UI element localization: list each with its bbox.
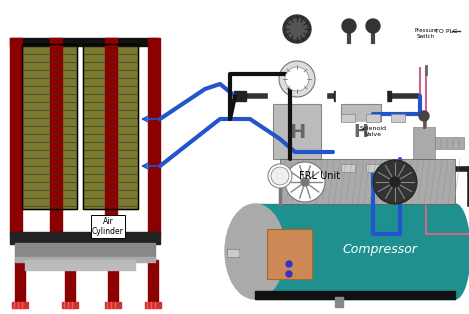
Bar [334,91,346,101]
Text: H: H [289,122,305,142]
Bar [391,164,405,172]
Circle shape [342,19,356,33]
Circle shape [286,261,292,267]
Bar [335,297,343,307]
Bar [148,260,158,304]
Bar [15,243,155,259]
Ellipse shape [225,204,285,299]
Circle shape [373,160,417,204]
Circle shape [268,164,292,188]
Circle shape [271,167,289,185]
Bar [10,232,160,244]
Bar [453,137,458,149]
Circle shape [285,162,325,202]
Bar [379,91,391,101]
Bar [280,159,455,204]
Bar [341,104,381,159]
Bar [282,91,294,101]
Bar [25,260,135,270]
Bar [239,251,254,255]
Bar [366,164,380,172]
Bar [10,38,158,46]
Bar [15,260,25,304]
Bar [83,44,138,209]
Bar [145,302,161,308]
Bar [255,204,455,299]
Bar [62,302,78,308]
Text: TO PLC: TO PLC [435,29,457,34]
Bar [341,164,355,172]
Circle shape [366,19,380,33]
Ellipse shape [440,204,469,299]
Bar [413,127,435,159]
Text: Air
Cylinder: Air Cylinder [92,217,124,236]
Circle shape [283,15,311,43]
Bar [459,137,464,149]
Bar [227,249,239,257]
Bar [447,137,452,149]
Bar [234,91,246,101]
Bar [12,302,28,308]
Bar [391,114,405,122]
Circle shape [287,19,307,39]
Bar [333,122,413,164]
Bar [105,38,117,234]
Bar [148,38,160,234]
Circle shape [390,177,400,187]
Bar [10,38,22,234]
Bar [50,38,62,234]
Circle shape [419,111,429,121]
Bar [83,44,138,209]
Bar [15,257,155,262]
Circle shape [279,61,315,97]
Bar [441,137,446,149]
Circle shape [301,178,309,186]
Bar [105,302,121,308]
Bar [273,104,321,159]
Bar [435,137,440,149]
Bar [336,42,386,104]
Bar [22,44,77,209]
Bar [22,44,77,209]
Text: H: H [354,123,369,141]
Text: Pressure
Switch: Pressure Switch [414,28,438,39]
Bar [267,229,312,279]
Bar [400,24,452,66]
Bar [341,114,355,122]
Bar [366,114,380,122]
Text: Solenoid
Valve: Solenoid Valve [360,126,386,137]
Bar [108,260,118,304]
Text: Compressor: Compressor [342,242,417,256]
Bar [65,260,75,304]
Circle shape [285,67,309,91]
Circle shape [286,271,292,277]
Text: FRL Unit: FRL Unit [299,171,340,181]
Bar [255,291,455,299]
Bar [268,42,326,104]
